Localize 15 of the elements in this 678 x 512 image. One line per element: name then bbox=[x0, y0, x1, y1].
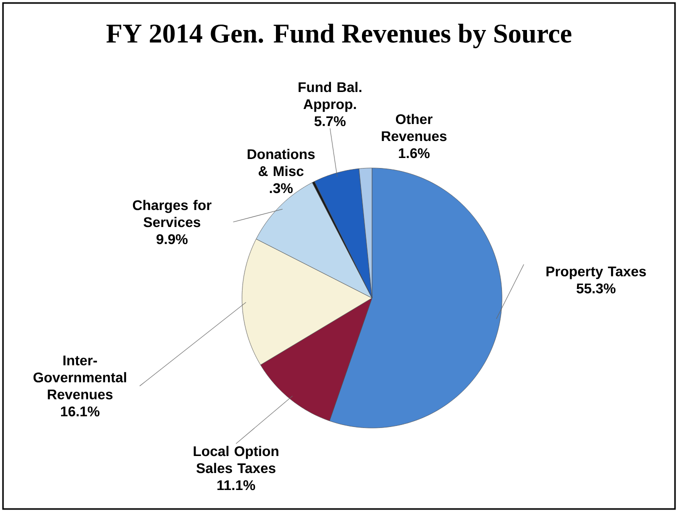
slice-label: Fund Bal. Approp. bbox=[298, 82, 362, 112]
slice-label: Donations & Misc bbox=[248, 148, 315, 176]
slice-label: Local Option Sales Taxes bbox=[194, 446, 278, 474]
slice-label: Inter-Governmental Revenues bbox=[34, 356, 126, 400]
data-label: .3% bbox=[270, 183, 293, 194]
data-label: 11.1% bbox=[217, 480, 256, 490]
data-label: 1.6% bbox=[398, 148, 430, 158]
data-label: 16.1% bbox=[61, 406, 100, 416]
data-label: 5.7% bbox=[314, 116, 346, 126]
slice-label: Other Revenues bbox=[382, 114, 446, 142]
chart-title: FY 2014 Gen. Fund Revenues by Source bbox=[106, 24, 572, 48]
slice-label: Property Taxes bbox=[546, 266, 646, 280]
data-label: 55.3% bbox=[576, 283, 616, 294]
slice-label: Charges for Services bbox=[132, 200, 212, 228]
data-label: 9.9% bbox=[156, 234, 188, 244]
